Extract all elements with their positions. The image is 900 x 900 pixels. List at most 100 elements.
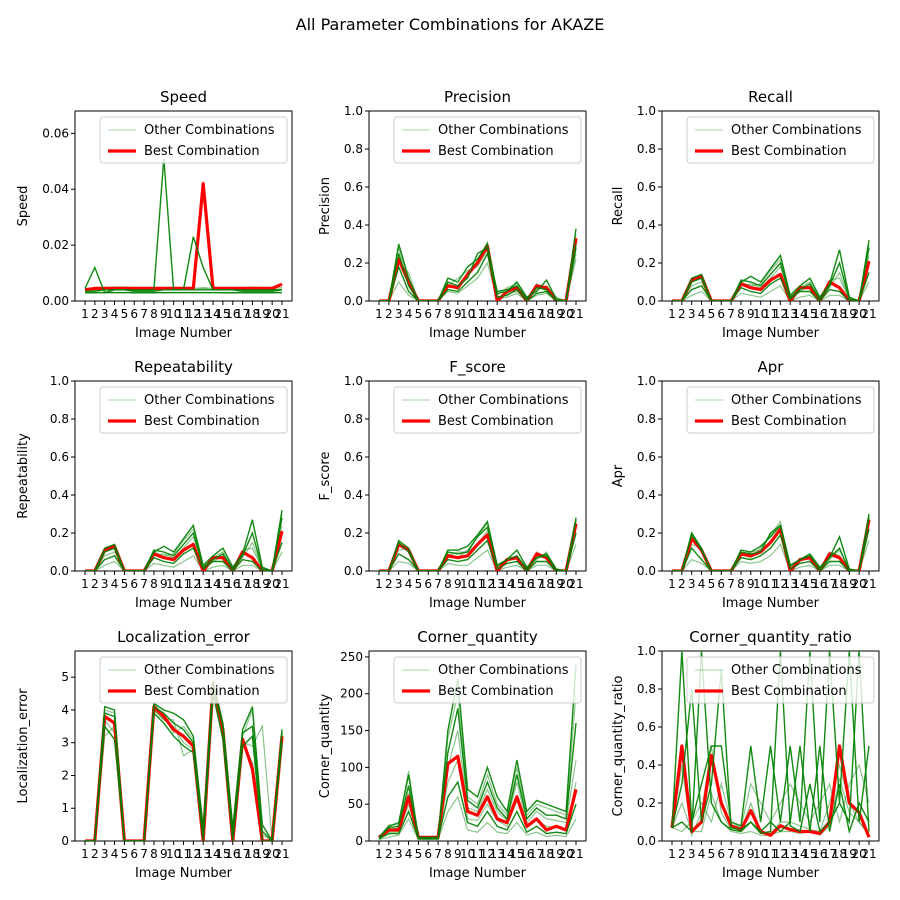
y-tick-label: 100 [340,760,363,774]
x-tick-label: 5 [121,577,129,591]
x-tick-label: 19 [255,307,270,321]
y-tick-label: 0.0 [637,294,656,308]
x-tick-label: 18 [245,847,260,861]
y-tick-label: 0.0 [637,564,656,578]
legend: Other Combinations Best Combination [686,386,875,434]
y-tick-label: 3 [61,736,69,750]
x-tick-label: 4 [698,847,706,861]
x-tick-label: 20 [559,847,574,861]
x-tick-label: 16 [519,847,534,861]
x-tick-label: 19 [842,847,857,861]
x-tick-label: 7 [434,847,442,861]
x-tick-label: 5 [708,307,716,321]
y-tick-label: 250 [340,650,363,664]
y-tick-label: 5 [61,670,69,684]
other-combination-line [671,651,870,828]
y-tick-label: 0.2 [50,526,69,540]
x-tick-label: 1 [81,847,89,861]
other-combination-line [672,529,870,571]
other-combination-line [85,551,283,571]
y-axis-label: Recall [611,187,626,226]
x-tick-label: 10 [460,307,475,321]
x-tick-label: 3 [395,577,403,591]
x-tick-label: 8 [150,577,158,591]
x-tick-label: 20 [265,307,280,321]
x-tick-label: 12 [773,307,788,321]
x-tick-label: 15 [215,847,230,861]
series-group [85,510,284,571]
y-tick-label: 0.8 [637,682,656,696]
x-tick-label: 21 [568,307,583,321]
x-tick-label: 9 [747,577,755,591]
legend-best-label: Best Combination [438,684,554,699]
other-combination-line [379,243,577,301]
x-tick-label: 13 [490,577,505,591]
y-tick-label: 0.0 [50,564,69,578]
x-tick-label: 11 [763,847,778,861]
x-tick-label: 3 [395,307,403,321]
legend: Other Combinations Best Combination [99,656,288,704]
x-tick-label: 7 [727,577,735,591]
other-combination-line [671,669,870,835]
x-tick-label: 14 [499,847,514,861]
subplot-corner-quantity-ratio: Corner_quantity_ratio 0.0 0.2 0.4 0.6 0.8 1.0 1… [611,628,880,881]
x-tick-label: 1 [81,577,89,591]
y-tick-label: 0.8 [344,412,363,426]
other-combination-line [378,780,577,840]
x-tick-label: 17 [529,307,544,321]
x-tick-label: 10 [166,307,181,321]
y-tick-label: 0.8 [344,142,363,156]
legend-other-label: Other Combinations [731,123,862,138]
x-tick-label: 21 [274,307,289,321]
other-combination-line [672,281,870,301]
legend-box [393,116,582,164]
series-group [378,664,578,841]
legend-other-label: Other Combinations [731,663,862,678]
y-tick-label: 0.4 [50,488,69,502]
x-tick-label: 9 [747,847,755,861]
x-tick-label: 16 [812,307,827,321]
legend-best-label: Best Combination [144,144,260,159]
x-tick-label: 13 [196,847,211,861]
x-tick-label: 18 [539,577,554,591]
x-tick-label: 21 [568,577,583,591]
legend-box [686,116,875,164]
subplot-title: Precision [444,88,511,106]
legend-box [393,386,582,434]
best-combination-line [379,238,578,301]
y-tick-label: 0.2 [637,526,656,540]
x-tick-label: 16 [812,847,827,861]
x-tick-label: 15 [509,847,524,861]
series-group [379,517,578,571]
x-tick-label: 3 [688,307,696,321]
series-group [670,651,871,838]
x-tick-label: 6 [717,847,725,861]
legend-box [99,656,288,704]
x-tick-label: 19 [842,307,857,321]
x-tick-label: 19 [255,847,270,861]
x-tick-label: 6 [130,847,138,861]
x-axis-label: Image Number [135,596,233,611]
x-tick-label: 14 [792,577,807,591]
best-combination-line [670,744,871,838]
subplot-title: Apr [758,358,785,376]
y-tick-label: 0.4 [637,218,656,232]
x-tick-label: 20 [852,847,867,861]
x-tick-label: 13 [490,307,505,321]
other-combination-line [379,247,577,301]
other-combination-line [672,540,870,571]
other-combination-line [379,519,577,571]
x-tick-label: 12 [773,577,788,591]
other-combination-line [378,664,577,838]
x-tick-label: 19 [842,577,857,591]
y-tick-label: 0.02 [42,238,69,252]
y-tick-label: 0.6 [637,720,656,734]
x-tick-label: 5 [708,847,716,861]
x-tick-label: 20 [265,847,280,861]
x-tick-label: 18 [245,307,260,321]
x-tick-label: 16 [519,577,534,591]
x-tick-label: 16 [225,577,240,591]
